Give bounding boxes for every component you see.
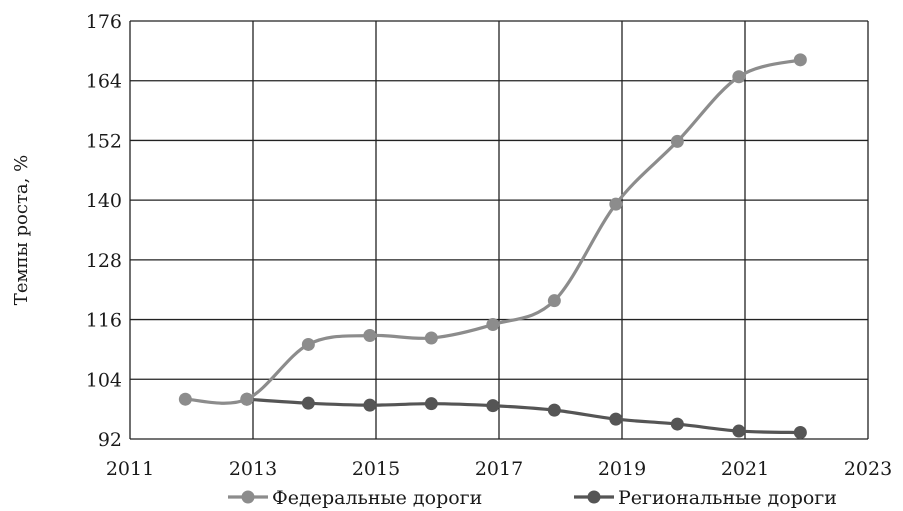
data-point: [301, 337, 315, 351]
data-point: [424, 331, 438, 345]
y-tick-label: 152: [86, 130, 122, 152]
x-tick-label: 2011: [106, 458, 154, 480]
x-tick-label: 2015: [352, 458, 400, 480]
x-axis-tick-labels: 2011 2013 2015 2017 2019 2021 2023: [106, 458, 892, 480]
series-1: [240, 392, 807, 440]
legend-label: Региональные дороги: [618, 487, 837, 509]
data-point: [486, 318, 500, 332]
data-point: [240, 392, 254, 406]
legend-item: Региональные дороги: [574, 487, 837, 509]
series-line: [246, 397, 801, 435]
x-tick-label: 2013: [229, 458, 277, 480]
y-axis-tick-labels: 92 104 116 128 140 152 164 176: [86, 11, 122, 451]
x-tick-label: 2017: [475, 458, 523, 480]
data-point: [547, 294, 561, 308]
data-point: [301, 396, 315, 410]
data-point: [670, 417, 684, 431]
x-tick-label: 2019: [598, 458, 646, 480]
legend-marker: [587, 490, 601, 504]
y-tick-label: 176: [86, 11, 122, 33]
y-tick-label: 164: [86, 71, 122, 93]
data-point: [424, 397, 438, 411]
data-point: [363, 328, 377, 342]
y-tick-label: 140: [86, 190, 122, 212]
x-tick-label: 2021: [721, 458, 769, 480]
data-point: [547, 403, 561, 417]
y-tick-label: 92: [98, 429, 122, 451]
legend-label: Федеральные дороги: [272, 487, 482, 509]
chart-series: [178, 53, 807, 440]
legend-marker: [241, 490, 255, 504]
data-point: [363, 398, 377, 412]
legend-item: Федеральные дороги: [228, 487, 482, 509]
chart-legend: Федеральные дороги Региональные дороги: [228, 487, 837, 509]
y-tick-label: 128: [86, 250, 122, 272]
y-tick-label: 104: [86, 369, 122, 391]
y-tick-label: 116: [86, 310, 122, 332]
series-line: [185, 58, 801, 405]
data-point: [486, 399, 500, 413]
y-axis-label: Темпы роста, %: [11, 155, 32, 305]
data-point: [793, 53, 807, 67]
data-point: [732, 70, 746, 84]
data-point: [609, 412, 623, 426]
data-point: [793, 426, 807, 440]
data-point: [178, 392, 192, 406]
series-0: [178, 53, 807, 406]
chart-grid: [129, 20, 869, 440]
data-point: [670, 134, 684, 148]
data-point: [732, 424, 746, 438]
data-point: [609, 197, 623, 211]
x-tick-label: 2023: [844, 458, 892, 480]
